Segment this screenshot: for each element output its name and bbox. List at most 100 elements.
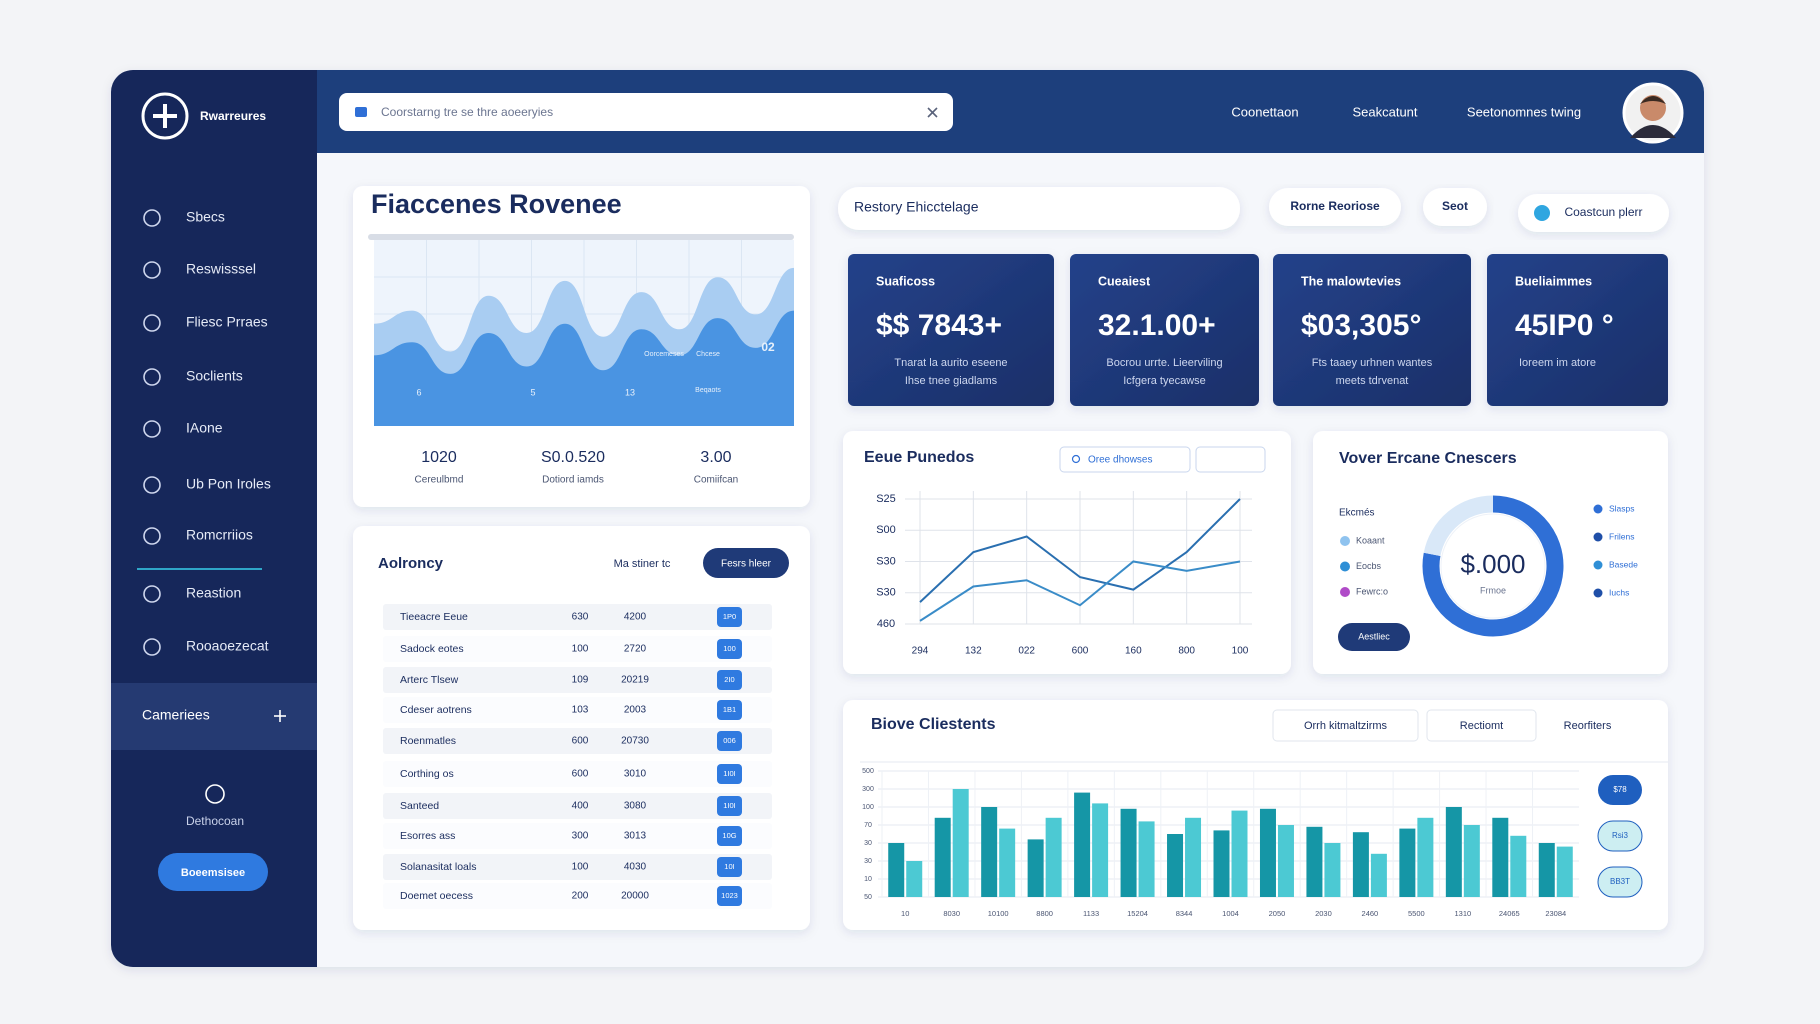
search-placeholder[interactable]: Coorstarng tre se thre aoeeryies xyxy=(381,105,553,119)
y-tick-label: 300 xyxy=(862,786,874,793)
cell: 4030 xyxy=(624,862,647,873)
top-link[interactable]: Seetonomnes twing xyxy=(1467,104,1581,119)
area-series xyxy=(374,310,794,426)
line-card xyxy=(843,431,1291,674)
tab[interactable] xyxy=(1426,709,1537,742)
tab[interactable] xyxy=(1272,709,1419,742)
x-tick-label: 10 xyxy=(901,909,909,918)
row-badge[interactable] xyxy=(717,639,742,659)
dropdown-label[interactable]: Oree dhowses xyxy=(1088,455,1152,466)
sidebar-button-label[interactable]: Boeemsisee xyxy=(181,867,245,879)
tab[interactable] xyxy=(1544,710,1631,741)
pill-label[interactable]: BB3T xyxy=(1610,877,1630,886)
pill-label[interactable]: $78 xyxy=(1613,785,1627,794)
cell: 3013 xyxy=(624,831,647,842)
nav-icon xyxy=(143,527,161,545)
bar xyxy=(906,861,923,897)
row-badge[interactable] xyxy=(717,857,742,877)
top-link[interactable]: Coonettaon xyxy=(1231,104,1298,119)
kpi-value: 45IP0 ° xyxy=(1515,309,1614,342)
sidebar-button[interactable] xyxy=(158,853,268,891)
badge-label: 1I0I xyxy=(723,769,736,778)
cell: Arterc Tlsew xyxy=(400,674,459,686)
row-badge[interactable] xyxy=(717,670,742,690)
row-badge[interactable] xyxy=(717,796,742,816)
nav-item[interactable]: IAone xyxy=(186,420,223,436)
donut-button[interactable] xyxy=(1338,623,1410,651)
bar xyxy=(1324,843,1341,897)
chart-annotation: 02 xyxy=(761,340,775,354)
x-tick-label: 5500 xyxy=(1408,909,1425,918)
y-tick-label: S00 xyxy=(876,524,896,536)
table-filter[interactable]: Ma stiner tc xyxy=(614,558,671,570)
table-row xyxy=(383,761,772,787)
table-button-label[interactable]: Fesrs hleer xyxy=(721,559,772,570)
nav-item[interactable]: Romcrriios xyxy=(186,527,253,543)
row-badge[interactable] xyxy=(717,886,742,906)
row-badge[interactable] xyxy=(717,731,742,751)
toolbar-button[interactable] xyxy=(1423,188,1487,226)
search-bar[interactable] xyxy=(339,93,953,131)
donut-segment xyxy=(1422,495,1564,637)
footer-label: Dethocoan xyxy=(186,814,244,828)
chart-controls[interactable] xyxy=(1195,446,1266,473)
bar xyxy=(1213,830,1230,897)
nav-item[interactable]: Fliesc Prraes xyxy=(186,314,268,330)
kpi-note: Fts taaey urhnen wantes xyxy=(1312,357,1433,369)
chart-annotation: 13 xyxy=(625,387,635,397)
y-tick-label: 30 xyxy=(864,858,872,865)
tab-label[interactable]: Orrh kitmaltzirms xyxy=(1304,720,1388,732)
pill-label[interactable]: Rsi3 xyxy=(1612,831,1629,840)
row-badge[interactable] xyxy=(717,607,742,627)
nav-item[interactable]: Reastion xyxy=(186,585,241,601)
panel-title: Aolroncy xyxy=(378,555,444,572)
y-tick-label: 30 xyxy=(864,840,872,847)
stat-label: Dotiord iamds xyxy=(542,475,604,486)
x-tick-label: 1310 xyxy=(1454,909,1471,918)
toolbar-button-label[interactable]: Rorne Reoriose xyxy=(1290,199,1380,213)
badge-label: 100 xyxy=(723,644,736,653)
nav-item[interactable]: Rooaoezecat xyxy=(186,638,269,654)
toolbar-input-text[interactable]: Restory Ehicctelage xyxy=(854,199,979,215)
row-badge[interactable] xyxy=(717,764,742,784)
cell: 3010 xyxy=(624,769,647,780)
nav-icon xyxy=(143,368,161,386)
bar xyxy=(1074,792,1091,897)
nav-item[interactable]: Ub Pon Iroles xyxy=(186,476,271,492)
row-badge[interactable] xyxy=(717,700,742,720)
cell: 2003 xyxy=(624,705,647,716)
legend-dot xyxy=(1593,560,1603,570)
nav-item[interactable]: Sbecs xyxy=(186,209,225,225)
chart-annotation: Beqaots xyxy=(695,387,721,394)
nav-item[interactable]: Reswisssel xyxy=(186,261,256,277)
nav-item[interactable]: Soclients xyxy=(186,368,243,384)
donut-button-label[interactable]: Aestliec xyxy=(1358,631,1390,641)
pill[interactable] xyxy=(1597,820,1643,852)
toolbar-input[interactable] xyxy=(838,187,1240,230)
row-badge[interactable] xyxy=(717,826,742,846)
toolbar-button[interactable] xyxy=(1518,194,1669,232)
tab-label[interactable]: Rectiomt xyxy=(1460,720,1503,732)
nav-icon xyxy=(143,638,161,656)
top-link[interactable]: Seakcatunt xyxy=(1352,104,1417,119)
chart-annotation: Chcese xyxy=(696,351,720,358)
pill[interactable] xyxy=(1598,775,1642,805)
x-tick-label: 100 xyxy=(1232,646,1249,657)
kpi-label: The malowtevies xyxy=(1301,274,1401,288)
toolbar-button-label[interactable]: Coastcun plerr xyxy=(1564,205,1642,219)
toolbar-button[interactable] xyxy=(1269,188,1401,226)
table-button[interactable] xyxy=(703,548,789,578)
bar xyxy=(999,828,1016,897)
toolbar-button-label[interactable]: Seot xyxy=(1442,199,1468,213)
pill[interactable] xyxy=(1597,866,1643,898)
section-title[interactable]: Cameriees xyxy=(142,707,210,723)
bar xyxy=(1259,808,1276,897)
tab-label[interactable]: Reorfiters xyxy=(1564,720,1612,732)
badge-label: 2I0 xyxy=(724,675,734,684)
table-row xyxy=(383,697,772,723)
toolbar-icon xyxy=(1534,205,1550,221)
chart-dropdown[interactable] xyxy=(1059,446,1191,473)
bar xyxy=(1167,834,1184,897)
kpi-label: Bueliaimmes xyxy=(1515,274,1592,288)
badge-label: 1I0I xyxy=(723,801,736,810)
